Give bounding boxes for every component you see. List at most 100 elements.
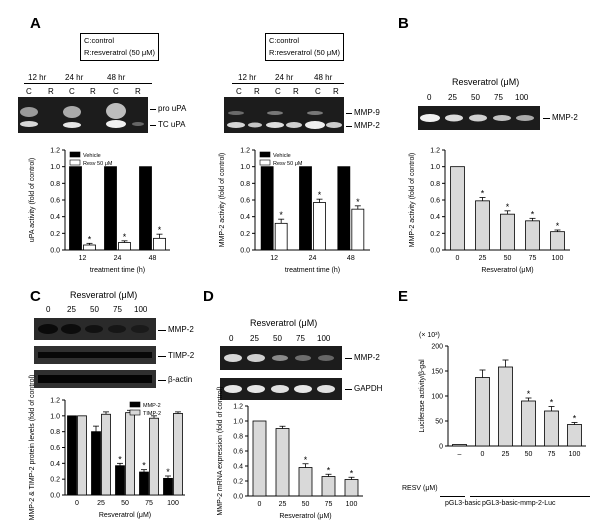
x-tick-label: 100 bbox=[552, 255, 564, 262]
y-tick-label: 0.0 bbox=[240, 248, 250, 255]
significance-mark: * bbox=[481, 189, 485, 199]
western-blot-timp-2 bbox=[34, 346, 156, 364]
western-blot-mmp-2 bbox=[34, 318, 156, 340]
y-tick-label: 0.4 bbox=[50, 461, 60, 468]
x-tick-label: 25 bbox=[279, 501, 287, 508]
band-label-timp-2: TIMP-2 bbox=[168, 351, 195, 360]
resv-row-label: RESV (μM) bbox=[402, 485, 438, 492]
lane-label: C bbox=[275, 87, 281, 96]
group-label-pgl3-mmp-2-luc: pGL3-basic-mmp-2-Luc bbox=[482, 500, 556, 507]
x-tick-label: 24 bbox=[309, 255, 317, 262]
y-axis-label: MMP-2 mRNA expression (fold of control) bbox=[217, 386, 224, 515]
band-label-mmp-2: MMP-2 bbox=[354, 353, 380, 362]
lane-label: 50 bbox=[471, 93, 480, 102]
band-label-pro-upa: pro uPA bbox=[158, 104, 187, 113]
y-axis-label: MMP-2 & TIMP-2 protein levels (fold of c… bbox=[29, 375, 36, 521]
x-tick-label: 48 bbox=[347, 255, 355, 262]
bar bbox=[115, 465, 125, 496]
lane-label: 25 bbox=[250, 334, 259, 343]
y-tick-label: 0.0 bbox=[430, 248, 440, 255]
significance-mark: * bbox=[166, 467, 170, 477]
y-axis-label: MMP-2 activity (fold of control) bbox=[219, 153, 226, 248]
blot-bands bbox=[38, 352, 152, 358]
bar bbox=[525, 220, 540, 251]
legend-control: C:control bbox=[269, 36, 300, 45]
band-tick bbox=[158, 356, 166, 357]
bar bbox=[298, 467, 313, 497]
bar bbox=[125, 412, 135, 496]
x-axis-label: Resveratrol (μM) bbox=[279, 513, 331, 520]
bar bbox=[274, 222, 288, 251]
treatment-title: Resveratrol (μM) bbox=[70, 290, 138, 300]
bar bbox=[153, 237, 166, 251]
chart-protein-levels: 0.0 0.2 0.4 0.6 0.8 1.0 1.2 MMP-2 & TIMP-2 prot… bbox=[29, 375, 185, 520]
significance-mark: * bbox=[304, 455, 308, 465]
legend-swatch bbox=[69, 159, 81, 166]
y-tick-label: 0.4 bbox=[233, 464, 243, 471]
legend-label: Resv 50 μM bbox=[83, 161, 113, 167]
x-tick-label: 0 bbox=[258, 501, 262, 508]
x-tick-label: 0 bbox=[75, 500, 79, 507]
lane-label: C bbox=[69, 87, 75, 96]
rt-pcr-gel-gapdh bbox=[220, 378, 342, 400]
x-tick-label: 25 bbox=[502, 451, 510, 458]
lane-label: 50 bbox=[273, 334, 282, 343]
bar bbox=[91, 431, 101, 496]
x-tick-label: 48 bbox=[149, 255, 157, 262]
y-tick-label: 1.2 bbox=[233, 404, 243, 411]
lane-label: R bbox=[333, 87, 339, 96]
treatment-title: Resveratrol (μM) bbox=[250, 318, 318, 328]
time-label: 48 hr bbox=[107, 73, 126, 82]
bar bbox=[475, 377, 490, 447]
lane-label: C bbox=[315, 87, 321, 96]
legend-swatch bbox=[259, 151, 271, 158]
band-tick bbox=[345, 358, 352, 359]
bar bbox=[337, 166, 351, 251]
y-tick-label: 0.6 bbox=[240, 198, 250, 205]
significance-mark: * bbox=[527, 389, 531, 399]
x-tick-label: 75 bbox=[548, 451, 556, 458]
bar bbox=[139, 166, 152, 251]
legend-swatch bbox=[129, 409, 141, 416]
significance-mark: * bbox=[350, 468, 354, 478]
lane-label: R bbox=[293, 87, 299, 96]
legend-label: TIMP-2 bbox=[143, 411, 161, 417]
y-tick-label: 1.0 bbox=[430, 164, 440, 171]
lane-label: 75 bbox=[296, 334, 305, 343]
legend-swatch bbox=[259, 159, 271, 166]
treatment-legend-box: C:control R:resveratrol (50 μM) bbox=[80, 33, 160, 61]
lane-label: 25 bbox=[448, 93, 457, 102]
y-tick-label: 0.2 bbox=[430, 231, 440, 238]
y-scale-factor: (× 10³) bbox=[419, 332, 440, 339]
band-tick bbox=[543, 118, 550, 119]
y-tick-label: 150 bbox=[431, 369, 443, 376]
zymography-gel-b bbox=[418, 106, 540, 130]
significance-mark: * bbox=[142, 461, 146, 471]
x-tick-label: 50 bbox=[121, 500, 129, 507]
band-label-beta-actin: β-actin bbox=[168, 375, 193, 384]
significance-mark: * bbox=[88, 234, 92, 244]
legend-resveratrol: R:resveratrol (50 μM) bbox=[269, 48, 341, 57]
band-label-gapdh: GAPDH bbox=[354, 384, 383, 393]
x-tick-label: 75 bbox=[145, 500, 153, 507]
y-tick-label: 0.2 bbox=[240, 231, 250, 238]
zymography-gel-mmp bbox=[224, 97, 344, 133]
gel-bands bbox=[224, 385, 335, 393]
lane-label: R bbox=[90, 87, 96, 96]
y-tick-label: 0.8 bbox=[50, 181, 60, 188]
band-label-mmp-9: MMP-9 bbox=[354, 108, 380, 117]
bar bbox=[567, 424, 582, 447]
treatment-legend-box-2: C:control R:resveratrol (50 μM) bbox=[265, 33, 345, 61]
lane-label: 0 bbox=[427, 93, 432, 102]
x-tick-label: – bbox=[458, 451, 462, 458]
panel-label-a: A bbox=[30, 15, 41, 32]
y-tick-label: 1.0 bbox=[50, 413, 60, 420]
panel-label-b: B bbox=[398, 15, 409, 32]
bar bbox=[452, 444, 467, 447]
western-blot-beta-actin bbox=[34, 370, 156, 388]
x-tick-label: 24 bbox=[114, 255, 122, 262]
x-tick-label: 50 bbox=[504, 255, 512, 262]
lane-label: R bbox=[48, 87, 54, 96]
bar bbox=[139, 471, 149, 496]
bar bbox=[521, 400, 536, 447]
